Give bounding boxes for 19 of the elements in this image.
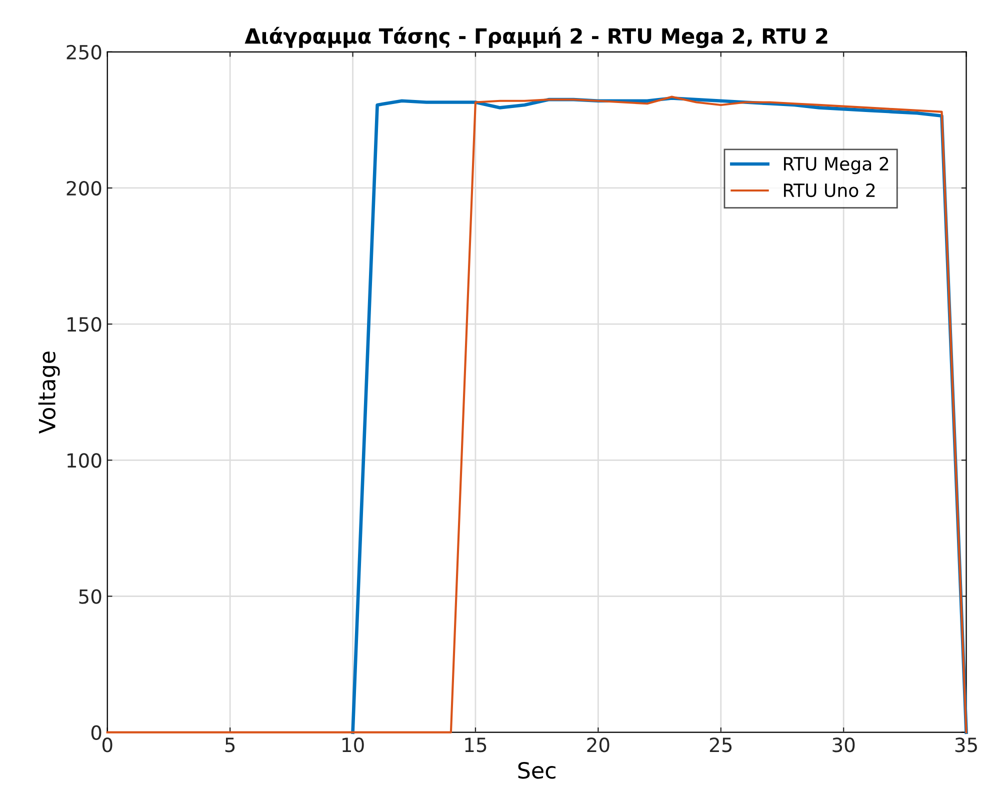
x-tick-label: 0: [102, 738, 112, 752]
y-axis-title: Voltage: [38, 352, 60, 434]
x-axis-title: Sec: [518, 762, 556, 779]
legend-label: RTU Mega 2: [784, 156, 888, 174]
y-tick-label: 0: [91, 725, 102, 740]
y-tick-label: 250: [66, 44, 102, 60]
x-tick-label: 25: [710, 738, 732, 752]
x-tick-label: 15: [465, 738, 486, 752]
y-tick-label: 50: [79, 589, 102, 604]
y-tick-label: 200: [66, 180, 102, 196]
x-tick-label: 5: [225, 738, 235, 752]
y-tick-label: 100: [68, 453, 102, 468]
x-tick-label: 20: [587, 738, 610, 752]
x-tick-label: 35: [955, 738, 977, 752]
legend-label: RTU Uno 2: [784, 183, 875, 198]
x-tick-label: 30: [832, 738, 855, 752]
x-tick-label: 10: [342, 738, 364, 752]
chart-title: Διάγραμμα Τάσης - Γραμμή 2 - RTU Mega 2, RTU 2: [244, 26, 828, 48]
y-tick-label: 150: [68, 317, 102, 332]
